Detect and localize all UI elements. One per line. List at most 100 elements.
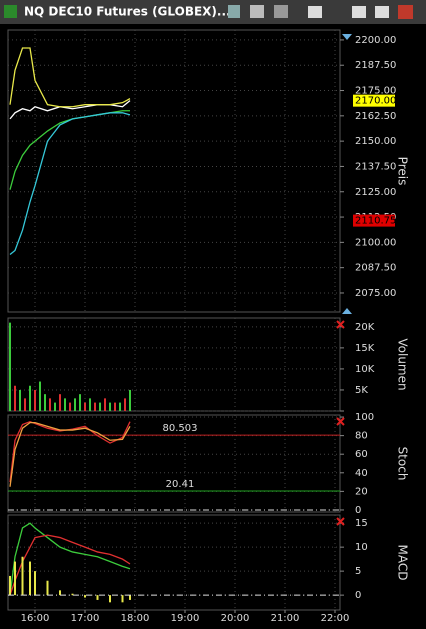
y-tick-label: 2075.00 xyxy=(355,288,396,299)
bar xyxy=(21,556,24,596)
scroll-down[interactable] xyxy=(342,308,352,314)
y-tick-label: 5K xyxy=(355,385,368,396)
bar xyxy=(24,398,26,411)
price-marker xyxy=(353,214,395,227)
bar xyxy=(34,571,36,596)
bar xyxy=(59,394,61,411)
level-label: 20.41 xyxy=(166,479,195,490)
bar xyxy=(69,402,71,411)
y-tick-label: 0 xyxy=(355,505,361,516)
y-tick-label: 20 xyxy=(355,486,368,497)
y-tick-label: 2175.00 xyxy=(355,86,396,97)
window-title: NQ DEC10 Futures (GLOBEX)... xyxy=(24,5,231,19)
bar xyxy=(109,402,111,411)
bar xyxy=(129,389,131,411)
bar xyxy=(34,389,36,411)
bar xyxy=(124,398,126,411)
close-button[interactable] xyxy=(398,5,413,19)
bar xyxy=(99,402,101,411)
bar xyxy=(119,402,121,411)
pin-button[interactable] xyxy=(228,5,240,18)
bar xyxy=(9,322,11,411)
bar xyxy=(109,595,111,603)
series-line xyxy=(9,421,131,487)
bar xyxy=(49,398,51,411)
price-marker xyxy=(353,94,395,107)
x-tick-label: 17:00 xyxy=(71,613,100,624)
bar xyxy=(74,398,76,411)
series-line xyxy=(9,112,131,256)
remove-panel[interactable] xyxy=(336,320,345,329)
bar xyxy=(84,595,86,598)
y-tick-label: 2187.50 xyxy=(355,60,396,71)
tools-button[interactable] xyxy=(274,5,288,18)
bar xyxy=(29,385,31,411)
bar xyxy=(121,595,124,603)
y-tick-label: 10K xyxy=(355,364,375,375)
bar xyxy=(94,402,96,411)
x-tick-label: 18:00 xyxy=(121,613,150,624)
remove-panel[interactable] xyxy=(336,517,345,526)
bar xyxy=(44,394,46,411)
panel-button[interactable] xyxy=(308,6,322,18)
y-tick-label: 15K xyxy=(355,343,375,354)
x-tick-label: 16:00 xyxy=(21,613,50,624)
level-label: 80.503 xyxy=(163,423,198,434)
x-tick-label: 21:00 xyxy=(271,613,300,624)
y-tick-label: 15 xyxy=(355,518,368,529)
y-tick-label: 2200.00 xyxy=(355,35,396,46)
bar xyxy=(64,398,66,411)
remove-panel[interactable] xyxy=(336,417,345,426)
panel-frame xyxy=(7,317,341,412)
y-tick-label: 2137.50 xyxy=(355,161,396,172)
series-line xyxy=(9,47,131,108)
y-tick-label: 2087.50 xyxy=(355,263,396,274)
bar xyxy=(71,593,74,596)
bar xyxy=(129,595,131,600)
bar xyxy=(84,402,86,411)
series-line xyxy=(9,522,131,596)
panel-frame xyxy=(7,514,341,611)
y-tick-label: 80 xyxy=(355,431,368,442)
y-tick-label: 2100.00 xyxy=(355,237,396,248)
bar xyxy=(54,402,56,411)
panel-frame xyxy=(7,29,341,313)
bar xyxy=(89,398,91,411)
x-tick-label: 22:00 xyxy=(321,613,350,624)
app-icon xyxy=(4,5,17,18)
panel-frame xyxy=(7,414,341,513)
x-tick-label: 19:00 xyxy=(171,613,200,624)
bar xyxy=(14,385,16,411)
axis-label: Volumen xyxy=(396,338,410,390)
minimize-button[interactable] xyxy=(352,6,366,18)
print-button[interactable] xyxy=(250,5,264,18)
bar xyxy=(104,398,106,411)
y-tick-label: 5 xyxy=(355,566,361,577)
price-marker-label: 2110.75 xyxy=(355,216,396,227)
y-tick-label: 60 xyxy=(355,449,368,460)
maximize-button[interactable] xyxy=(375,6,389,18)
price-marker-label: 2170.00 xyxy=(355,96,396,107)
bar xyxy=(14,561,16,596)
y-tick-label: 100 xyxy=(355,412,374,423)
bar xyxy=(19,389,21,411)
bar xyxy=(79,394,81,411)
series-line xyxy=(9,420,131,483)
y-tick-label: 40 xyxy=(355,468,368,479)
bar xyxy=(59,590,61,596)
bar xyxy=(46,580,49,596)
axis-label: Preis xyxy=(396,157,410,186)
bar xyxy=(9,575,11,596)
bar xyxy=(96,595,99,600)
scroll-up[interactable] xyxy=(342,34,352,40)
axis-label: Stoch xyxy=(396,447,410,481)
y-tick-label: 2150.00 xyxy=(355,136,396,147)
bar xyxy=(29,561,31,596)
y-tick-label: 0 xyxy=(355,590,361,601)
bar xyxy=(39,381,41,411)
axis-label: MACD xyxy=(396,545,410,581)
bar xyxy=(114,402,116,411)
y-tick-label: 10 xyxy=(355,542,368,553)
y-tick-label: 2125.00 xyxy=(355,187,396,198)
